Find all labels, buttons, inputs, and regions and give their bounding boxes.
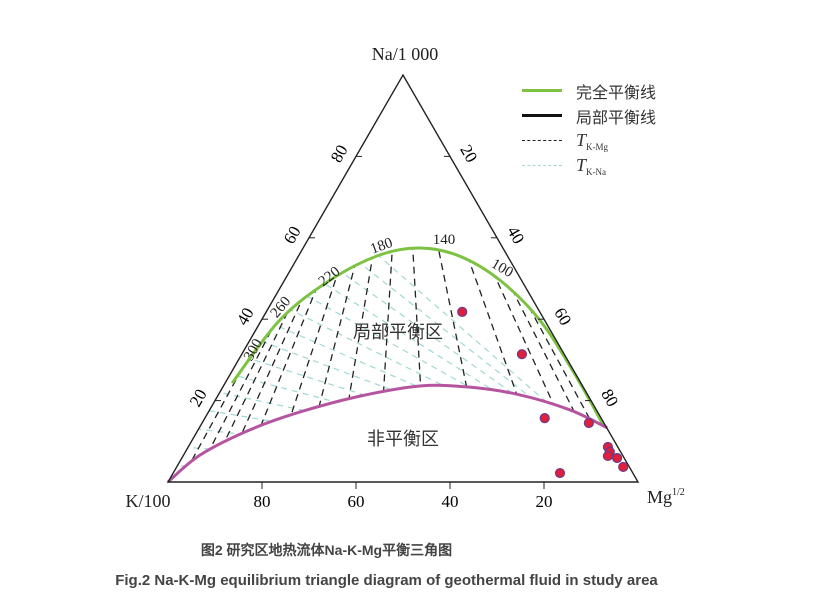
tick-label-k: 60 bbox=[348, 492, 365, 511]
legend-label: TK-Mg bbox=[576, 129, 609, 152]
sample-point bbox=[516, 349, 528, 360]
vertex-label-k: K/100 bbox=[126, 491, 171, 511]
tick-label-k: 80 bbox=[254, 492, 271, 511]
t-k-mg-line bbox=[219, 247, 404, 482]
region-label-partial: 局部平衡区 bbox=[353, 322, 443, 343]
sample-point bbox=[554, 467, 566, 479]
legend-swatch bbox=[522, 114, 562, 117]
t-k-mg-line bbox=[377, 247, 404, 482]
sample-point bbox=[539, 413, 550, 424]
tick-label-mg: 20 bbox=[456, 142, 481, 166]
t-k-mg-line bbox=[204, 247, 404, 482]
legend-item-full: 完全平衡线 bbox=[522, 78, 656, 103]
t-k-mg-line bbox=[402, 247, 427, 482]
t-k-mg-line bbox=[334, 247, 404, 482]
t-k-na-line bbox=[240, 355, 638, 482]
t-k-na-line bbox=[177, 465, 638, 482]
t-k-na-line bbox=[187, 446, 638, 482]
sample-point bbox=[611, 452, 623, 464]
sample-point bbox=[618, 461, 629, 473]
tick-label-na: 60 bbox=[280, 223, 305, 247]
tick-label-na: 40 bbox=[233, 304, 258, 328]
legend-swatch bbox=[522, 140, 562, 141]
legend-swatch bbox=[522, 165, 562, 166]
tick-label-na: 20 bbox=[186, 386, 211, 410]
legend-item-partial: 局部平衡线 bbox=[522, 103, 656, 128]
legend-swatch bbox=[522, 89, 562, 92]
vertex-label-mg: Mg1/2 bbox=[647, 487, 685, 507]
legend-label: 完全平衡线 bbox=[576, 82, 657, 102]
t-k-na-line bbox=[261, 318, 638, 482]
tick-label-k: 20 bbox=[536, 492, 553, 511]
region-label-non: 非平衡区 bbox=[367, 429, 439, 450]
isotherm-label: 140 bbox=[433, 232, 456, 248]
sample-points bbox=[457, 306, 629, 479]
t-k-mg-line bbox=[402, 247, 487, 482]
triangle-frame bbox=[166, 73, 640, 483]
tick-label-mg: 80 bbox=[597, 386, 622, 410]
legend-item-tkmg: TK-Mg bbox=[522, 128, 656, 153]
mg-label: Mg bbox=[647, 487, 672, 507]
mg-sup: 1/2 bbox=[672, 487, 685, 498]
legend-item-tkna: TK-Na bbox=[522, 153, 656, 178]
caption-english: Fig.2 Na-K-Mg equilibrium triangle diagr… bbox=[115, 572, 658, 589]
tick-label-k: 40 bbox=[442, 492, 459, 511]
tick-label-mg: 60 bbox=[550, 304, 575, 328]
isotherm-label: 180 bbox=[368, 235, 395, 258]
sample-point bbox=[583, 417, 594, 429]
legend-label: TK-Na bbox=[576, 154, 607, 177]
isotherm-label: 100 bbox=[488, 256, 515, 281]
legend: 完全平衡线 局部平衡线 TK-Mg TK-Na bbox=[522, 78, 656, 178]
vertex-label-na: Na/1 000 bbox=[372, 44, 439, 64]
legend-label: 局部平衡线 bbox=[576, 107, 657, 127]
partial-equilibrium-curve bbox=[167, 383, 608, 484]
full-equilibrium-curve bbox=[230, 246, 605, 426]
tick-label-na: 80 bbox=[327, 142, 352, 166]
caption-chinese: 图2 研究区地热流体Na-K-Mg平衡三角图 bbox=[200, 542, 453, 558]
sample-point bbox=[602, 450, 614, 462]
t-k-mg-line bbox=[192, 247, 404, 482]
tick-label-mg: 40 bbox=[503, 223, 528, 247]
sample-point bbox=[457, 306, 468, 317]
isotherm-label: 260 bbox=[268, 294, 295, 322]
